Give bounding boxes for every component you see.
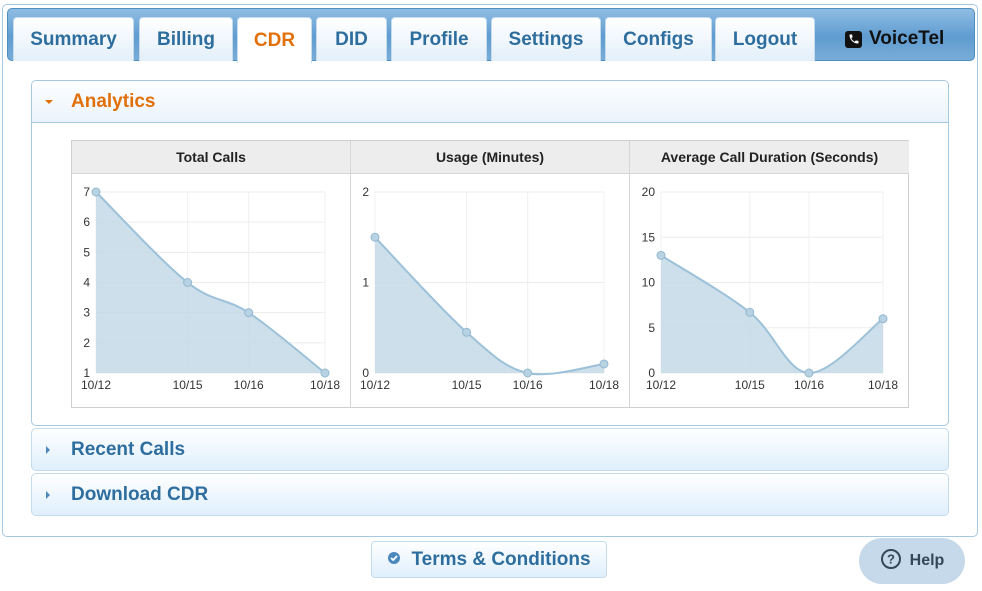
terms-button[interactable]: Terms & Conditions (371, 541, 607, 578)
data-point (370, 232, 380, 242)
x-tick-label: 10/12 (646, 378, 676, 392)
triangle-right-icon (44, 490, 58, 500)
data-point (244, 308, 254, 318)
terms-label: Terms & Conditions (411, 548, 591, 570)
chart-title: Total Calls (72, 141, 350, 174)
y-tick-label: 2 (83, 336, 90, 350)
tab-billing[interactable]: Billing (139, 17, 233, 61)
tab-did[interactable]: DID (316, 17, 387, 61)
usage-minutes-plot: 0 1 2 10/12 10/15 10/16 10/18 (360, 185, 619, 392)
total-calls-plot: 1 2 3 4 5 6 7 10/12 10/15 10/16 10/18 (81, 185, 340, 392)
data-point (878, 314, 888, 324)
y-tick-label: 0 (648, 366, 655, 380)
top-nav-bar: Summary Billing CDR DID Profile Settings… (7, 8, 975, 63)
brand: VoiceTel (845, 27, 944, 51)
y-tick-label: 15 (642, 230, 656, 244)
x-tick-label: 10/15 (452, 378, 482, 392)
y-tick-label: 5 (648, 321, 655, 335)
tab-cdr[interactable]: CDR (237, 17, 312, 63)
x-tick-label: 10/12 (360, 378, 390, 392)
recent-calls-header[interactable]: Recent Calls (31, 428, 949, 471)
x-tick-label: 10/15 (173, 378, 203, 392)
x-tick-label: 10/18 (868, 378, 898, 392)
svg-text:?: ? (887, 551, 895, 566)
y-tick-label: 4 (83, 276, 90, 290)
y-tick-label: 2 (362, 185, 369, 199)
data-point (656, 250, 666, 260)
tab-settings[interactable]: Settings (491, 17, 601, 61)
y-tick-label: 7 (83, 185, 90, 199)
series-area (661, 255, 883, 374)
help-label: Help (909, 552, 945, 569)
series-line (95, 191, 326, 374)
data-point (523, 368, 533, 378)
charts-table: Total Calls 1 2 3 4 5 6 7 10/12 10/15 10/16 10/18 … (71, 140, 909, 408)
download-cdr-label: Download CDR (71, 483, 209, 505)
check-circle-icon (387, 549, 401, 571)
y-tick-label: 1 (83, 366, 90, 380)
series-line (660, 254, 884, 375)
analytics-label: Analytics (71, 90, 156, 112)
analytics-header[interactable]: Analytics (32, 81, 948, 123)
tab-configs[interactable]: Configs (605, 17, 712, 61)
data-point (804, 368, 814, 378)
triangle-down-icon (44, 98, 58, 106)
x-tick-label: 10/18 (589, 378, 619, 392)
y-tick-label: 1 (362, 276, 369, 290)
y-tick-label: 6 (83, 215, 90, 229)
y-tick-label: 0 (362, 366, 369, 380)
tab-profile[interactable]: Profile (391, 17, 487, 61)
x-tick-label: 10/16 (513, 378, 543, 392)
triangle-right-icon (44, 445, 58, 455)
recent-calls-label: Recent Calls (71, 438, 186, 460)
question-circle-icon: ? (880, 548, 902, 575)
download-cdr-header[interactable]: Download CDR (31, 473, 949, 516)
data-point (462, 327, 472, 337)
series-line (374, 236, 605, 376)
x-tick-label: 10/16 (794, 378, 824, 392)
chart-usage-minutes: Usage (Minutes) 0 1 2 10/12 10/15 10/16 10/18 (351, 141, 630, 407)
data-point (183, 278, 193, 287)
analytics-panel: Analytics Total Calls 1 2 3 4 5 6 7 10/12 10/15 1… (31, 80, 949, 426)
brand-name: VoiceTel (869, 28, 945, 49)
data-point (91, 187, 101, 197)
y-tick-label: 5 (83, 245, 90, 259)
x-tick-label: 10/16 (234, 378, 264, 392)
data-point (745, 307, 755, 317)
data-point (320, 368, 330, 378)
help-button[interactable]: ? Help (859, 538, 965, 584)
chart-average-call-duration: Average Call Duration (Seconds) 0 5 10 15 20… (630, 141, 909, 407)
series-area (375, 237, 604, 375)
chart-total-calls: Total Calls 1 2 3 4 5 6 7 10/12 10/15 10/16 10/18 (72, 141, 351, 407)
y-tick-label: 20 (642, 185, 656, 199)
y-tick-label: 3 (83, 306, 90, 320)
tab-logout[interactable]: Logout (715, 17, 815, 61)
x-tick-label: 10/18 (310, 378, 340, 392)
chart-title: Usage (Minutes) (351, 141, 629, 174)
tab-summary[interactable]: Summary (13, 17, 134, 61)
phone-icon (845, 30, 862, 48)
average-duration-plot: 0 5 10 15 20 10/12 10/15 10/16 10/18 (642, 185, 899, 392)
x-tick-label: 10/15 (735, 378, 765, 392)
x-tick-label: 10/12 (81, 378, 111, 392)
data-point (599, 359, 609, 369)
y-tick-label: 10 (642, 276, 656, 290)
chart-title: Average Call Duration (Seconds) (630, 141, 909, 174)
